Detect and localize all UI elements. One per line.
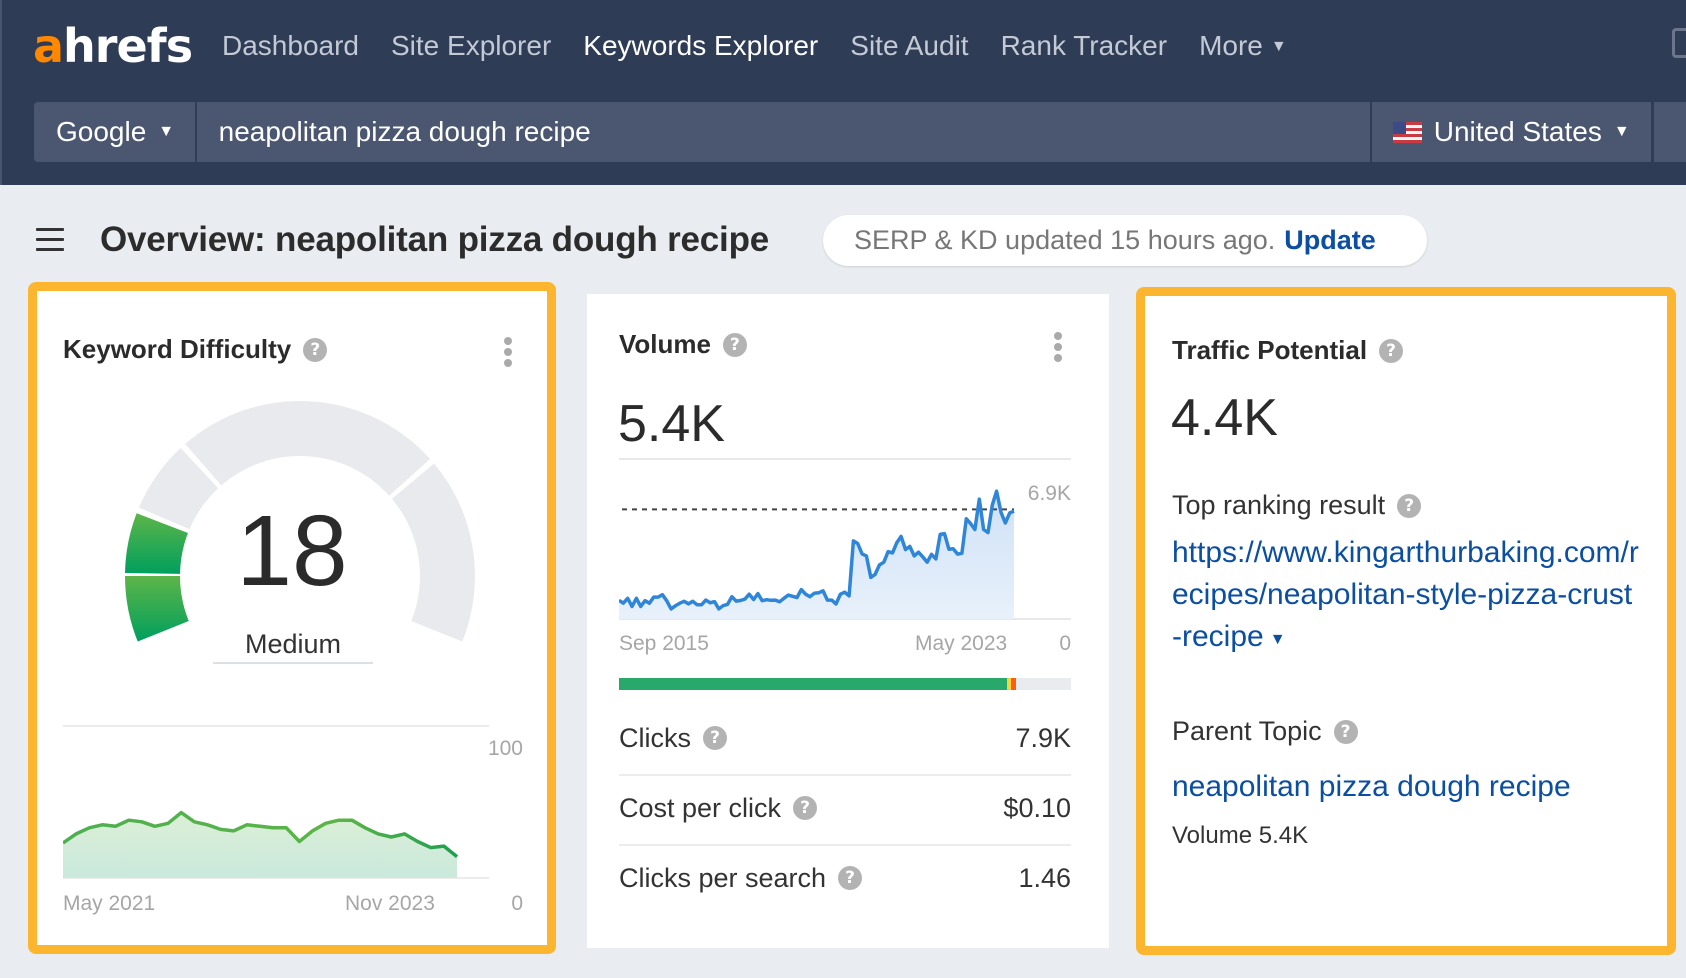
kd-rating-label[interactable]: Medium [213, 629, 373, 664]
device-icon[interactable] [1672, 28, 1686, 58]
card-title: Volume [619, 329, 711, 359]
help-icon[interactable]: ? [722, 332, 747, 357]
keyword-difficulty-card: Keyword Difficulty ? 18 Medium [28, 282, 556, 954]
help-icon[interactable]: ? [303, 337, 328, 362]
volume-history-svg [619, 489, 1071, 620]
update-status-pill: SERP & KD updated 15 hours ago. Update [823, 215, 1427, 266]
top-navigation-bar: ahrefs Dashboard Site Explorer Keywords … [0, 0, 1686, 185]
divider [619, 774, 1071, 776]
caret-down-icon: ▼ [158, 123, 175, 140]
volume-y-min: 0 [1059, 632, 1071, 655]
keyword-search-input[interactable] [196, 102, 1372, 162]
nav-keywords-explorer[interactable]: Keywords Explorer [583, 30, 819, 61]
kd-history-chart: 100 May 2021 Nov 2023 0 [63, 725, 523, 925]
update-link[interactable]: Update [1284, 225, 1376, 255]
volume-x-start: Sep 2015 [619, 632, 709, 655]
parent-topic-label: Parent Topic [1172, 716, 1322, 746]
help-icon[interactable]: ? [1397, 493, 1422, 518]
search-button[interactable] [1654, 102, 1686, 162]
more-options-icon[interactable] [503, 337, 513, 369]
card-title: Traffic Potential [1172, 335, 1368, 365]
kd-score: 18 [236, 495, 348, 607]
card-title: Keyword Difficulty [63, 334, 292, 364]
volume-history-chart: 6.9K Sep 2015 May 2023 0 [619, 464, 1071, 655]
volume-card: Volume ? 5.4K 6.9K Sep 2015 May 2023 0 C [587, 294, 1109, 948]
stat-row-clicks: Clicks? 7.9K [619, 722, 1071, 753]
page-title: Overview: neapolitan pizza dough recipe [100, 220, 770, 259]
kd-x-end: Nov 2023 [345, 892, 435, 915]
more-options-icon[interactable] [1053, 332, 1063, 364]
caret-down-icon: ▼ [1270, 38, 1287, 55]
stat-value: $0.10 [1003, 792, 1071, 823]
us-flag-icon [1392, 121, 1422, 143]
help-icon[interactable]: ? [838, 866, 863, 890]
divider [619, 844, 1071, 846]
difficulty-gauge [125, 401, 476, 642]
status-text: SERP & KD updated 15 hours ago. [854, 225, 1276, 255]
main-nav: Dashboard Site Explorer Keywords Explore… [222, 26, 1319, 66]
kd-y-max: 100 [487, 737, 523, 760]
volume-y-max: 6.9K [1027, 482, 1071, 505]
nav-rank-tracker[interactable]: Rank Tracker [1000, 30, 1168, 61]
kd-x-start: May 2021 [63, 892, 156, 915]
help-icon[interactable]: ? [1333, 719, 1358, 744]
volume-x-end: May 2023 [915, 632, 1008, 655]
ahrefs-logo[interactable]: ahrefs [33, 19, 193, 73]
nav-site-audit[interactable]: Site Audit [850, 30, 969, 61]
country-select[interactable]: United States ▼ [1371, 102, 1655, 162]
menu-icon[interactable] [36, 228, 64, 252]
caret-down-icon[interactable]: ▼ [1269, 631, 1286, 648]
nav-dashboard[interactable]: Dashboard [222, 30, 359, 61]
traffic-potential-card: Traffic Potential ? 4.4K Top ranking res… [1136, 287, 1676, 955]
nav-more[interactable]: More ▼ [1199, 30, 1287, 61]
caret-down-icon: ▼ [1613, 123, 1630, 140]
nav-site-explorer[interactable]: Site Explorer [390, 30, 552, 61]
divider [619, 458, 1071, 460]
serp-distribution-bar [619, 678, 1071, 690]
stat-value: 7.9K [1015, 722, 1071, 753]
volume-value: 5.4K [618, 395, 725, 453]
help-icon[interactable]: ? [1379, 338, 1404, 363]
top-result-link[interactable]: https://www.kingarthurbaking.com/recipes… [1172, 536, 1639, 653]
top-result-label: Top ranking result [1172, 490, 1386, 520]
stat-row-cost-per-click: Cost per click? $0.10 [619, 792, 1071, 823]
stat-row-clicks-per-search: Clicks per search? 1.46 [619, 862, 1071, 893]
parent-topic-link[interactable]: neapolitan pizza dough recipe [1172, 770, 1571, 803]
stat-value: 1.46 [1018, 862, 1071, 893]
help-icon[interactable]: ? [793, 796, 818, 820]
search-row: Google▼ United States▼ [34, 102, 1686, 162]
kd-history-svg [63, 725, 489, 879]
traffic-potential-value: 4.4K [1171, 389, 1278, 447]
help-icon[interactable]: ? [703, 726, 727, 750]
search-engine-select[interactable]: Google ▼ [34, 102, 197, 162]
parent-topic-volume: Volume 5.4K [1172, 822, 1309, 849]
kd-y-min: 0 [511, 892, 523, 915]
